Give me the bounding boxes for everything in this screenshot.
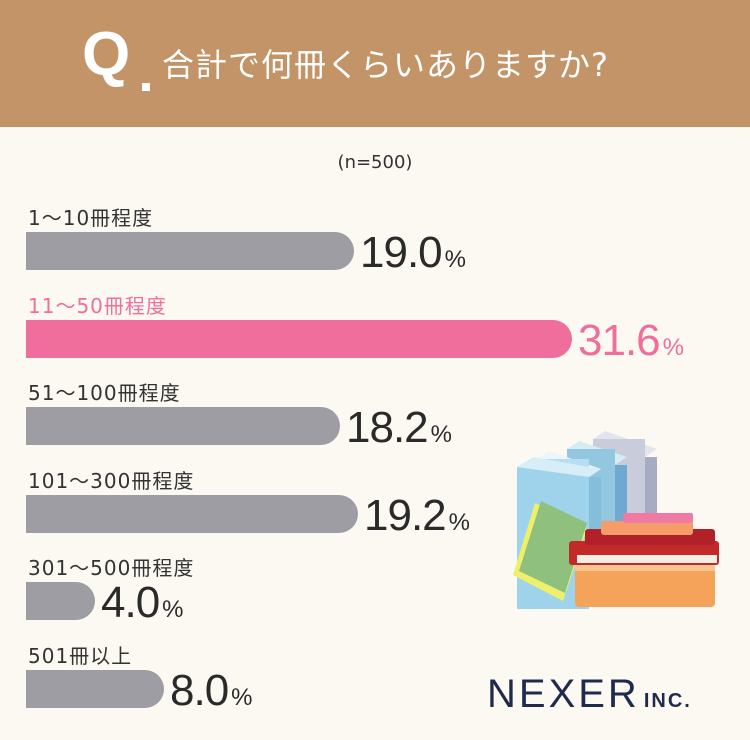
value-label: 18.2%: [346, 403, 452, 452]
category-label: 51〜100冊程度: [28, 381, 181, 405]
bar: [26, 232, 354, 270]
value-number: 8.0: [170, 665, 229, 715]
category-label: 101〜300冊程度: [28, 468, 195, 493]
category-label: 1〜10冊程度: [28, 206, 154, 230]
bar: [26, 582, 95, 620]
value-unit: %: [662, 333, 684, 361]
bar: [26, 407, 340, 445]
value-unit: %: [444, 246, 466, 273]
logo-suffix: INC.: [643, 690, 692, 712]
bar: [26, 494, 358, 533]
value-number: 19.2: [364, 490, 447, 540]
logo-name: NEXER: [487, 672, 640, 716]
value-number: 4.0: [101, 578, 160, 627]
q-dot: [142, 83, 150, 91]
value-unit: %: [430, 421, 452, 448]
category-label: 301〜500冊程度: [28, 556, 195, 580]
category-label: 501冊以上: [28, 643, 133, 668]
category-label: 11〜50冊程度: [28, 293, 167, 318]
nexer-logo: NEXER INC.: [487, 672, 692, 717]
value-label: 19.2%: [364, 490, 470, 540]
value-label: 4.0%: [101, 578, 184, 627]
question-text: 合計で何冊くらいありますか?: [162, 46, 609, 84]
books-stack-icon: [513, 431, 719, 609]
header-banner: Q 合計で何冊くらいありますか?: [0, 0, 750, 127]
q-mark: Q: [82, 20, 131, 89]
value-unit: %: [448, 508, 470, 536]
value-label: 31.6%: [578, 315, 684, 365]
value-unit: %: [231, 683, 252, 711]
value-number: 19.0: [360, 228, 443, 277]
value-unit: %: [162, 596, 183, 623]
value-label: 8.0%: [170, 665, 253, 715]
bar: [26, 319, 572, 358]
sample-size: (n=500): [337, 152, 413, 173]
value-number: 31.6: [578, 315, 661, 365]
value-number: 18.2: [346, 403, 429, 452]
bar: [26, 669, 164, 708]
value-label: 19.0%: [360, 228, 466, 277]
